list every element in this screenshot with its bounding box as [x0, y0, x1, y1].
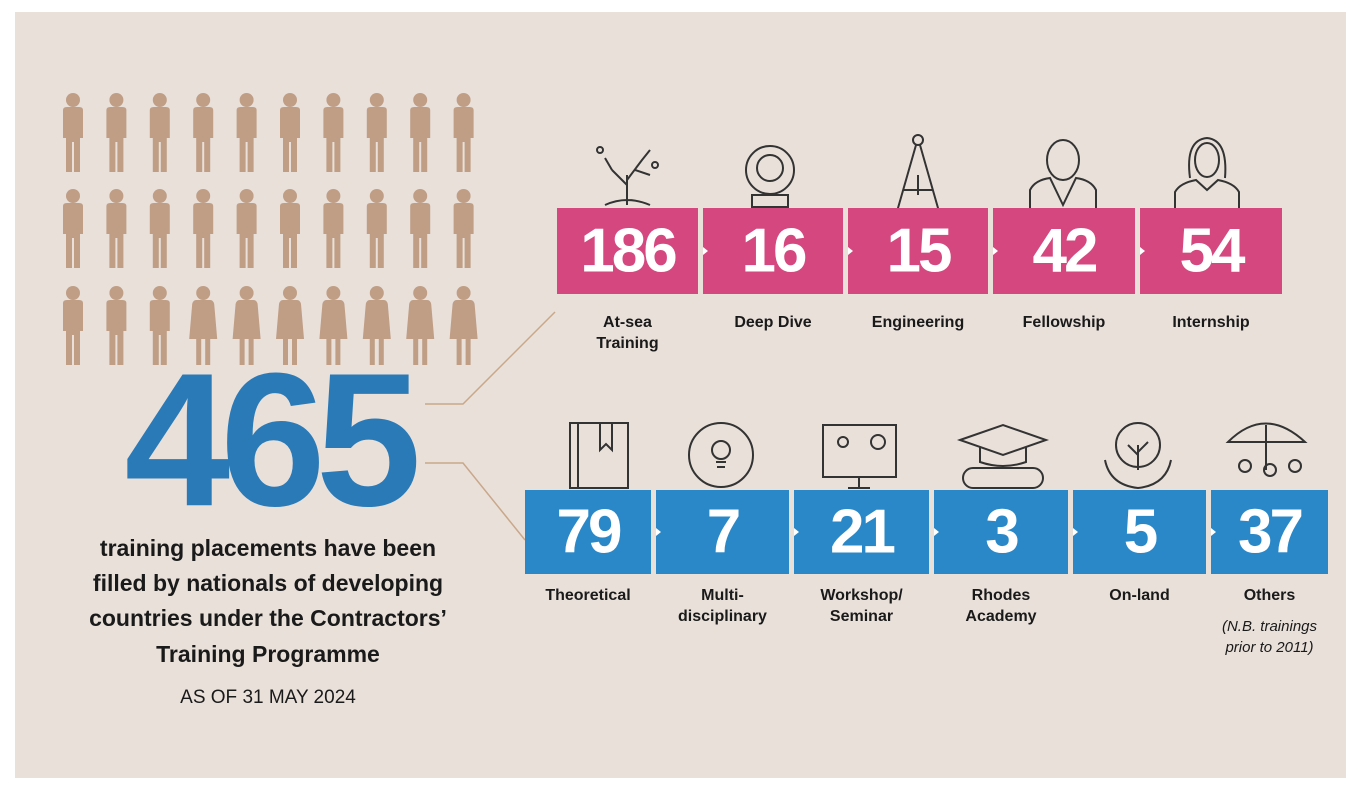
value: 16 [742, 216, 806, 285]
label: Rhodes [972, 587, 1031, 604]
value-box [1073, 490, 1206, 574]
value: 37 [1238, 497, 1301, 566]
value-box [993, 208, 1135, 294]
label: Others [1244, 587, 1296, 604]
date: AS OF 31 MAY 2024 [180, 687, 356, 708]
value: 54 [1180, 216, 1246, 285]
value-box [656, 490, 789, 574]
boxes: 186 At-sea Training 16 Deep Dive 15 Engineerin… [525, 208, 1328, 656]
arrow [656, 528, 661, 536]
label: Academy [965, 608, 1036, 625]
headline-text: Training Programme [156, 641, 380, 667]
arrow [848, 247, 853, 255]
arrow [1073, 528, 1078, 536]
value: 42 [1033, 216, 1096, 285]
value: 21 [830, 497, 894, 566]
note: (N.B. trainings [1222, 618, 1318, 635]
value-box [703, 208, 843, 294]
arrow [794, 528, 799, 536]
arrow [1140, 247, 1145, 255]
label: On-land [1109, 587, 1169, 604]
value-box [848, 208, 988, 294]
label: Deep Dive [734, 314, 811, 331]
headline-text: training placements have been [100, 535, 436, 561]
value: 79 [557, 497, 621, 566]
label: Internship [1172, 314, 1250, 331]
label: Engineering [872, 314, 964, 331]
value-box [557, 208, 698, 294]
label: At-sea [603, 314, 652, 331]
background [15, 12, 1346, 778]
connectors [425, 311, 556, 541]
arrow [993, 247, 998, 255]
label: Multi- [701, 587, 744, 604]
arrow [1211, 528, 1216, 536]
arrow [703, 247, 708, 255]
note: prior to 2011) [1224, 639, 1313, 656]
label: Workshop/ [820, 587, 903, 604]
value: 3 [985, 497, 1018, 566]
value: 7 [707, 497, 739, 566]
value-box [1211, 490, 1328, 574]
value: 5 [1124, 497, 1157, 566]
value-box [1140, 208, 1282, 294]
label: Fellowship [1023, 314, 1106, 331]
label: Training [596, 335, 658, 352]
headline-text: filled by nationals of developing [93, 570, 443, 596]
label: Theoretical [545, 587, 630, 604]
value-box [934, 490, 1068, 574]
icons [569, 134, 1308, 490]
headline-number: 465 [124, 334, 416, 546]
label: Seminar [830, 608, 893, 625]
value: 15 [887, 216, 951, 285]
value-box [525, 490, 651, 574]
headline-text: countries under the Contractors’ [89, 605, 447, 631]
value: 186 [580, 216, 676, 285]
value-box [794, 490, 929, 574]
label: disciplinary [678, 608, 767, 625]
arrow [934, 528, 939, 536]
